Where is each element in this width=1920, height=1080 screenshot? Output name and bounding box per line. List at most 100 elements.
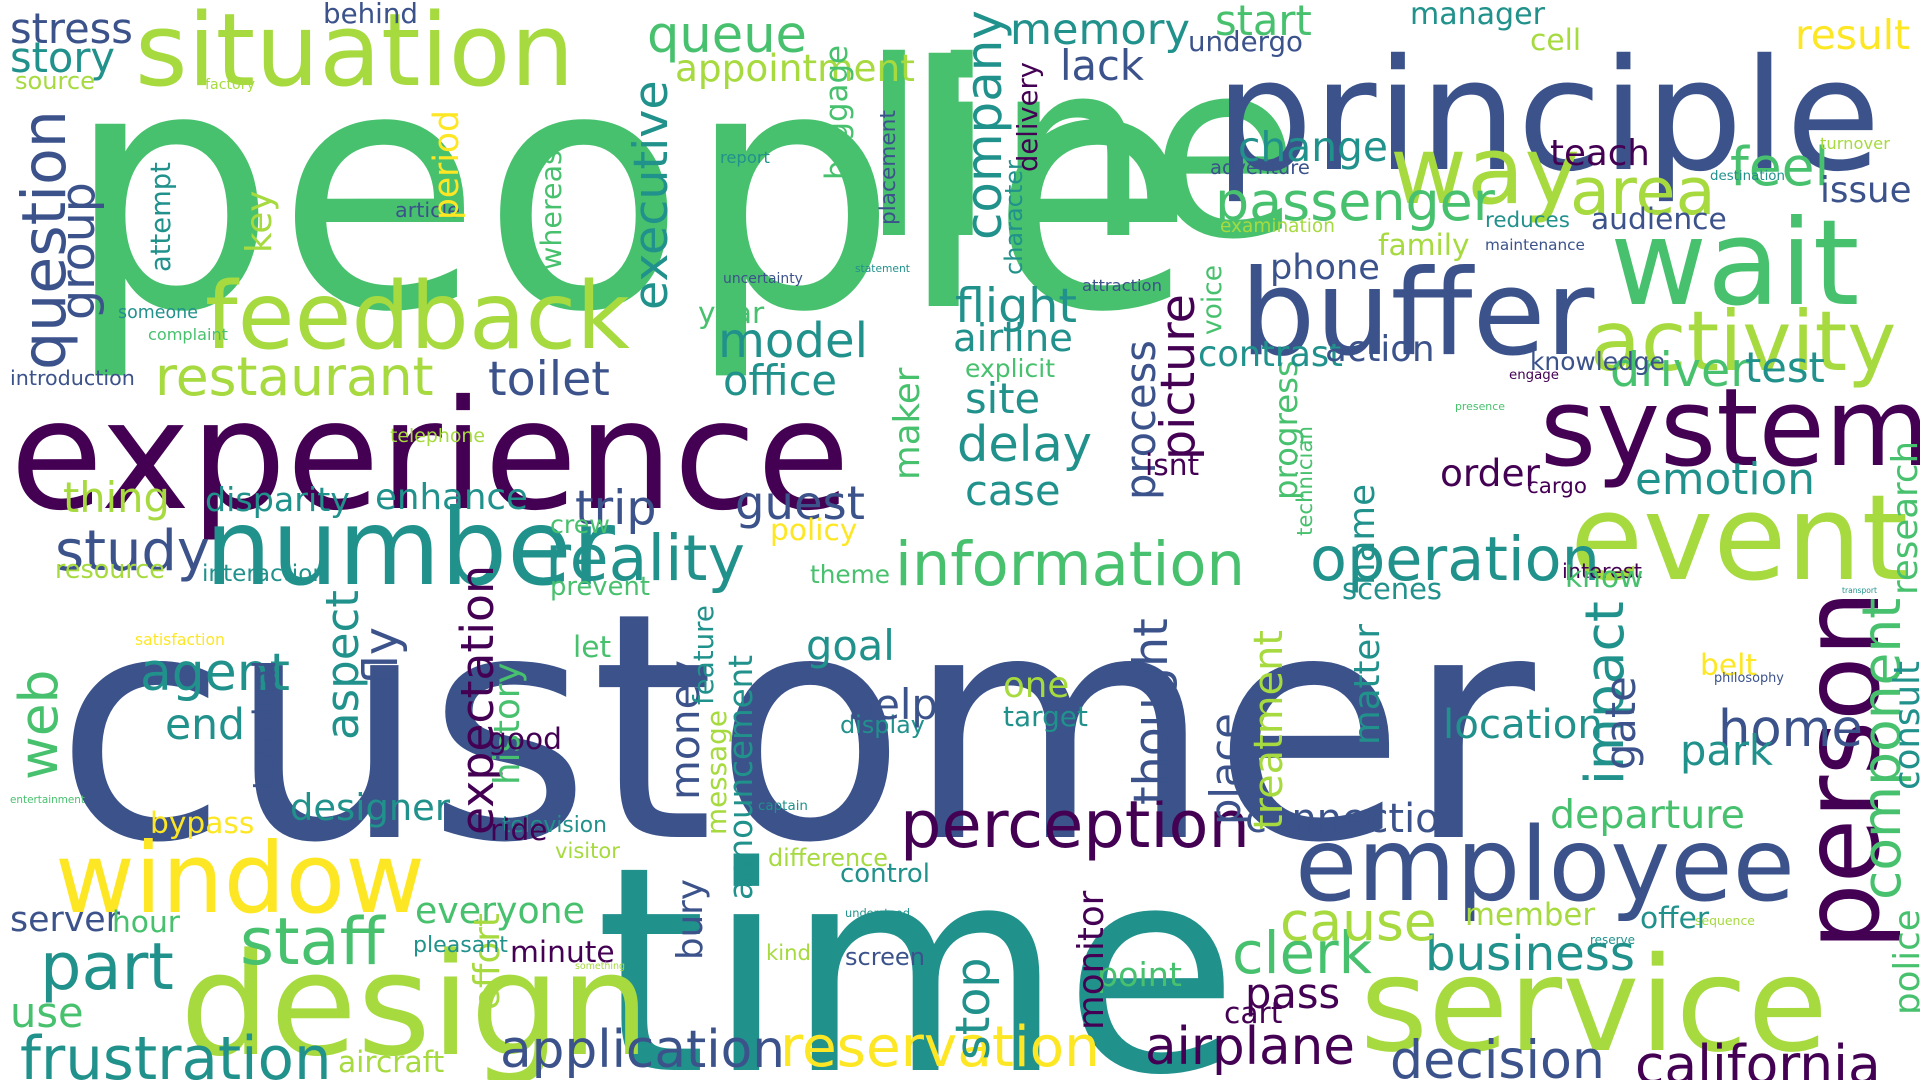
word-experience: experience — [10, 367, 850, 544]
word-story: story — [10, 33, 116, 82]
word-audience: audience — [1591, 201, 1727, 236]
word-home: home — [1718, 700, 1863, 759]
word-site: site — [965, 374, 1041, 423]
word-start: start — [1215, 0, 1312, 45]
word-voice: voice — [1197, 265, 1228, 335]
word-police: police — [1887, 909, 1920, 1015]
word-stress: stress — [10, 4, 133, 53]
word-behind: behind — [323, 0, 418, 30]
word-telephone: telephone — [390, 425, 485, 447]
word-problem: problem — [1108, 201, 1168, 217]
word-feel: feel — [1730, 135, 1830, 198]
word-baggage: baggage — [819, 45, 855, 180]
word-interaction: interaction — [202, 561, 327, 587]
word-web: web — [7, 669, 70, 780]
word-end: end — [165, 701, 245, 750]
word-undergo: undergo — [1188, 25, 1303, 58]
word-change: change — [1238, 123, 1388, 171]
word-monitor: monitor — [1071, 890, 1112, 1030]
word-one: one — [1003, 665, 1070, 706]
word-reduces: reduces — [1485, 208, 1570, 233]
word-pass: pass — [1245, 969, 1341, 1018]
word-feature: feature — [687, 605, 720, 705]
word-situation: situation — [135, 0, 575, 109]
word-character: character — [1000, 160, 1028, 275]
word-policy: policy — [770, 512, 858, 547]
word-whereas: whereas — [535, 150, 568, 270]
word-aircraft: aircraft — [338, 1044, 445, 1079]
word-restaurant: restaurant — [155, 345, 434, 408]
word-study: study — [55, 519, 210, 584]
word-principle: principle — [1215, 27, 1881, 206]
word-cargo: cargo — [1527, 474, 1587, 499]
word-adventure: adventure — [1210, 156, 1310, 179]
word-article: article — [395, 198, 460, 222]
word-screen: screen — [845, 943, 925, 971]
word-time: time — [595, 806, 1239, 1080]
word-year: year — [698, 295, 765, 330]
word-service: service — [1360, 929, 1828, 1080]
word-captain: captain — [758, 799, 808, 814]
word-location: location — [1443, 701, 1603, 748]
word-name: name — [1342, 484, 1383, 585]
word-line: line — [860, 10, 1300, 293]
word-manager: manager — [1410, 0, 1545, 32]
word-decision: decision — [1390, 1031, 1605, 1080]
word-clerk: clerk — [1232, 920, 1372, 987]
word-difference: difference — [768, 844, 888, 872]
word-reservation: reservation — [780, 1015, 1100, 1080]
word-message: message — [700, 710, 733, 835]
word-ride: ride — [490, 812, 548, 847]
word-satisfaction: satisfaction — [135, 630, 225, 649]
word-prevent: prevent — [550, 572, 650, 602]
word-attraction: attraction — [1082, 276, 1162, 295]
word-cause: cause — [1280, 890, 1437, 953]
word-business: business — [1425, 926, 1635, 982]
word-scenes: scenes — [1342, 572, 1442, 606]
word-minute: minute — [510, 934, 615, 969]
word-consult: consult — [1887, 661, 1920, 790]
word-presence: presence — [1455, 400, 1505, 413]
word-report: report — [720, 148, 770, 167]
word-interest: interest — [1562, 559, 1642, 583]
word-resource: resource — [55, 554, 165, 584]
word-guest: guest — [735, 476, 865, 530]
word-research: research — [1885, 440, 1920, 595]
word-order: order — [1440, 451, 1540, 495]
word-model: model — [718, 313, 868, 369]
word-frustration: frustration — [20, 1025, 332, 1080]
word-case: case — [965, 466, 1061, 515]
word-target: target — [1003, 700, 1088, 733]
word-pleasant: pleasant — [413, 933, 508, 958]
word-california: california — [1635, 1033, 1881, 1080]
word-isnt: isnt — [1145, 447, 1200, 482]
word-window: window — [55, 821, 425, 935]
word-test: test — [1745, 343, 1825, 392]
word-thing: thing — [63, 473, 170, 522]
word-period: period — [427, 110, 467, 220]
word-group: group — [51, 182, 106, 320]
word-part: part — [40, 929, 174, 1005]
word-employee: employee — [1295, 806, 1795, 924]
word-people: people — [65, 0, 1195, 385]
word-cell: cell — [1530, 22, 1582, 57]
word-point: point — [1097, 955, 1182, 994]
word-server: server — [10, 900, 120, 940]
word-maintenance: maintenance — [1485, 236, 1585, 254]
word-connection: connection — [1245, 796, 1465, 842]
word-operation: operation — [1310, 525, 1600, 595]
word-transport: transport — [1842, 586, 1877, 595]
word-perception: perception — [900, 787, 1250, 863]
word-terminal: terminal — [247, 660, 283, 790]
word-everyone: everyone — [415, 889, 585, 932]
word-reserve: reserve — [1590, 933, 1635, 947]
word-cart: cart — [1224, 995, 1283, 1030]
word-visitor: visitor — [555, 838, 620, 863]
word-toilet: toilet — [488, 352, 610, 407]
word-stop: stop — [946, 957, 1001, 1060]
word-philosophy: philosophy — [1714, 671, 1784, 686]
word-examination: examination — [1220, 216, 1335, 237]
word-television: television — [502, 813, 607, 838]
word-destination: destination — [1710, 169, 1785, 184]
word-engage: engage — [1509, 368, 1559, 383]
